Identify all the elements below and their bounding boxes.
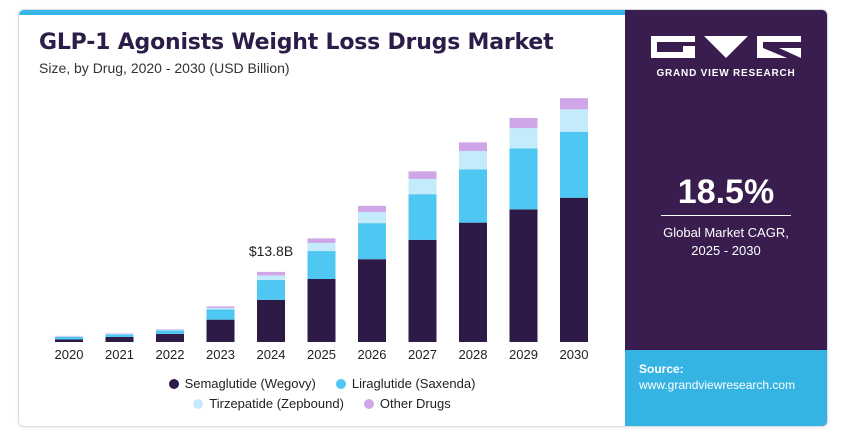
- bar-2023-semaglutide: [206, 319, 235, 342]
- sidebar-panel: GRAND VIEW RESEARCH 18.5% Global Market …: [625, 10, 827, 426]
- legend-swatch: [335, 378, 346, 389]
- legend-item-liraglutide: Liraglutide (Saxenda): [335, 376, 476, 391]
- bar-2025-semaglutide: [307, 279, 336, 342]
- bar-2021-liraglutide: [105, 334, 134, 337]
- x-tick-label-2022: 2022: [156, 347, 185, 362]
- bar-2021-other: [105, 333, 134, 334]
- x-tick-label-2024: 2024: [257, 347, 286, 362]
- bar-2020-liraglutide: [55, 336, 83, 340]
- bar-2025-liraglutide: [307, 251, 336, 280]
- bar-2026-other: [358, 205, 386, 212]
- source-panel: Source: www.grandviewresearch.com: [625, 350, 827, 426]
- bar-2026-tirzepatide: [358, 211, 386, 224]
- grand-view-research-logo: GRAND VIEW RESEARCH: [651, 32, 801, 79]
- bar-2026-liraglutide: [358, 223, 386, 260]
- legend-label: Semaglutide (Wegovy): [184, 376, 316, 391]
- cagr-value: 18.5%: [677, 173, 775, 211]
- bar-2029-semaglutide: [509, 209, 538, 342]
- chart-subtitle: Size, by Drug, 2020 - 2030 (USD Billion): [39, 60, 290, 76]
- x-tick-label-2027: 2027: [408, 347, 437, 362]
- x-tick-label-2026: 2026: [358, 347, 387, 362]
- bar-2025-other: [307, 238, 336, 243]
- bar-2030-tirzepatide: [560, 109, 588, 132]
- legend-swatch: [168, 378, 179, 389]
- bar-2029-other: [509, 117, 538, 129]
- top-accent-bar: [19, 10, 625, 15]
- bar-2024-other: [257, 271, 285, 276]
- legend-item-other: Other Drugs: [363, 396, 451, 411]
- legend-label: Other Drugs: [379, 396, 451, 411]
- bar-2022-tirzepatide: [156, 329, 184, 331]
- bar-2020-tirzepatide: [55, 336, 83, 337]
- bar-2023-other: [206, 306, 235, 308]
- bar-2020-other: [55, 335, 83, 337]
- legend-item-tirzepatide: Tirzepatide (Zepbound): [193, 396, 344, 411]
- bar-2027-semaglutide: [408, 239, 437, 342]
- cagr-divider: [661, 215, 791, 216]
- bar-2026-semaglutide: [358, 259, 386, 342]
- bar-2030-liraglutide: [560, 131, 588, 198]
- cagr-label-line-2: 2025 - 2030: [691, 243, 761, 258]
- bar-2021-tirzepatide: [105, 333, 134, 335]
- bar-2029-liraglutide: [509, 148, 538, 210]
- bar-2029-tirzepatide: [509, 128, 538, 149]
- bar-2025-tirzepatide: [307, 242, 336, 252]
- legend-label: Tirzepatide (Zepbound): [209, 396, 344, 411]
- x-tick-label-2020: 2020: [55, 347, 84, 362]
- bar-2022-liraglutide: [156, 330, 184, 334]
- bar-2027-tirzepatide: [408, 178, 437, 195]
- bar-2024-liraglutide: [257, 280, 285, 300]
- cagr-label: Global Market CAGR, 2025 - 2030: [625, 224, 827, 260]
- bar-2027-liraglutide: [408, 194, 437, 240]
- chart-card: GLP-1 Agonists Weight Loss Drugs Market …: [18, 9, 828, 427]
- bar-2028-tirzepatide: [459, 150, 487, 170]
- bar-2030-semaglutide: [560, 197, 588, 342]
- bar-2024-semaglutide: [257, 299, 285, 342]
- bar-2023-tirzepatide: [206, 307, 235, 310]
- data-label-2024: $13.8B: [249, 243, 293, 259]
- x-tick-label-2028: 2028: [459, 347, 488, 362]
- x-tick-label-2023: 2023: [206, 347, 235, 362]
- bar-2023-liraglutide: [206, 309, 235, 320]
- bar-2022-semaglutide: [156, 333, 184, 342]
- x-tick-label-2030: 2030: [560, 347, 589, 362]
- x-tick-label-2021: 2021: [105, 347, 134, 362]
- bar-2020-semaglutide: [55, 339, 83, 342]
- bar-2022-other: [156, 329, 184, 330]
- brand-name: GRAND VIEW RESEARCH: [656, 68, 796, 79]
- chart-title: GLP-1 Agonists Weight Loss Drugs Market: [39, 30, 554, 55]
- bar-2028-liraglutide: [459, 169, 487, 223]
- bar-2021-semaglutide: [105, 336, 134, 342]
- legend-swatch: [193, 398, 204, 409]
- source-link[interactable]: www.grandviewresearch.com: [639, 378, 796, 392]
- bar-2024-tirzepatide: [257, 275, 285, 281]
- legend-label: Liraglutide (Saxenda): [351, 376, 476, 391]
- bar-2027-other: [408, 171, 437, 179]
- x-tick-label-2029: 2029: [509, 347, 538, 362]
- legend-item-semaglutide: Semaglutide (Wegovy): [168, 376, 316, 391]
- legend-row-2: Tirzepatide (Zepbound) Other Drugs: [19, 396, 625, 412]
- legend-swatch: [363, 398, 374, 409]
- stacked-bar-chart: 2020 2021 2022 2023 2024 $13.8B 2025 2026 2027 20…: [55, 98, 589, 362]
- x-tick-label-2025: 2025: [307, 347, 336, 362]
- source-label: Source:: [639, 362, 684, 376]
- bar-2030-other: [560, 98, 588, 110]
- legend-row-1: Semaglutide (Wegovy) Liraglutide (Saxenda…: [19, 376, 625, 392]
- cagr-label-line-1: Global Market CAGR,: [663, 225, 789, 240]
- bar-2028-other: [459, 142, 487, 151]
- bar-2028-semaglutide: [459, 222, 487, 342]
